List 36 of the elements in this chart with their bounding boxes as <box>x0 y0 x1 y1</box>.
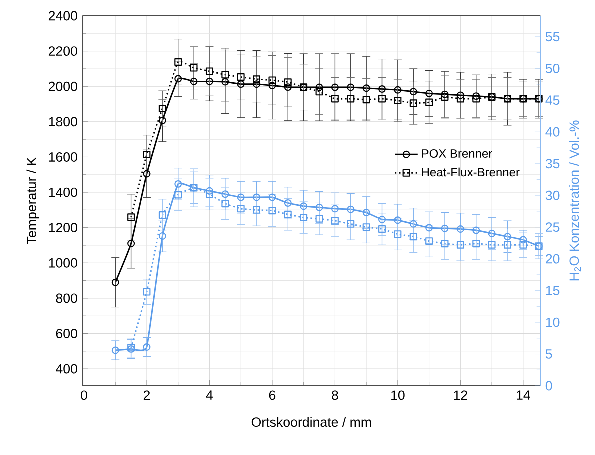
y2-tick-label: 15 <box>546 286 560 296</box>
y-tick-label: 1800 <box>49 117 78 127</box>
y-tick-label: 1200 <box>49 223 78 233</box>
x-tick-label: 14 <box>517 390 530 400</box>
y-tick-label: 1600 <box>49 152 78 162</box>
y2-tick-label: 25 <box>546 222 560 232</box>
legend-label: Heat-Flux-Brenner <box>422 168 520 177</box>
y-axis-title: Temperatur / K <box>26 157 40 244</box>
y-tick-label: 1400 <box>49 188 78 198</box>
y2-tick-label: 30 <box>546 190 560 200</box>
x-axis-title: Ortskoordinate / mm <box>252 417 372 428</box>
y-tick-label: 400 <box>56 364 78 374</box>
x-tick-label: 8 <box>332 390 338 400</box>
x-tick-label: 6 <box>269 390 276 400</box>
y-tick-label: 1000 <box>49 258 78 268</box>
y-tick-label: 2000 <box>48 82 78 92</box>
y2-axis-title: H$_{2}$O Konzentration / Vol.-% <box>569 120 582 281</box>
y-tick-label: 2200 <box>48 46 78 56</box>
y-tick-label: 2400 <box>48 11 78 21</box>
y2-tick-label: 50 <box>546 64 560 74</box>
y2-tick-label: 45 <box>546 96 560 106</box>
y2-tick-label: 40 <box>546 127 560 137</box>
y2-tick-label: 20 <box>546 254 560 264</box>
y-tick-label: 600 <box>56 329 78 338</box>
x-tick-label: 2 <box>144 390 150 400</box>
legend-label: POX Brenner <box>422 149 492 158</box>
x-tick-label: 10 <box>392 390 405 400</box>
y-tick-label: 800 <box>56 294 78 304</box>
x-tick-label: 0 <box>81 390 88 400</box>
y2-tick-label: 0 <box>546 381 552 391</box>
y2-tick-label: 5 <box>546 350 552 359</box>
y2-tick-label: 10 <box>546 318 560 328</box>
x-tick-label: 12 <box>454 390 468 400</box>
y2-tick-label: 55 <box>546 32 560 42</box>
y2-tick-label: 35 <box>546 159 560 169</box>
x-tick-label: 4 <box>206 390 214 400</box>
